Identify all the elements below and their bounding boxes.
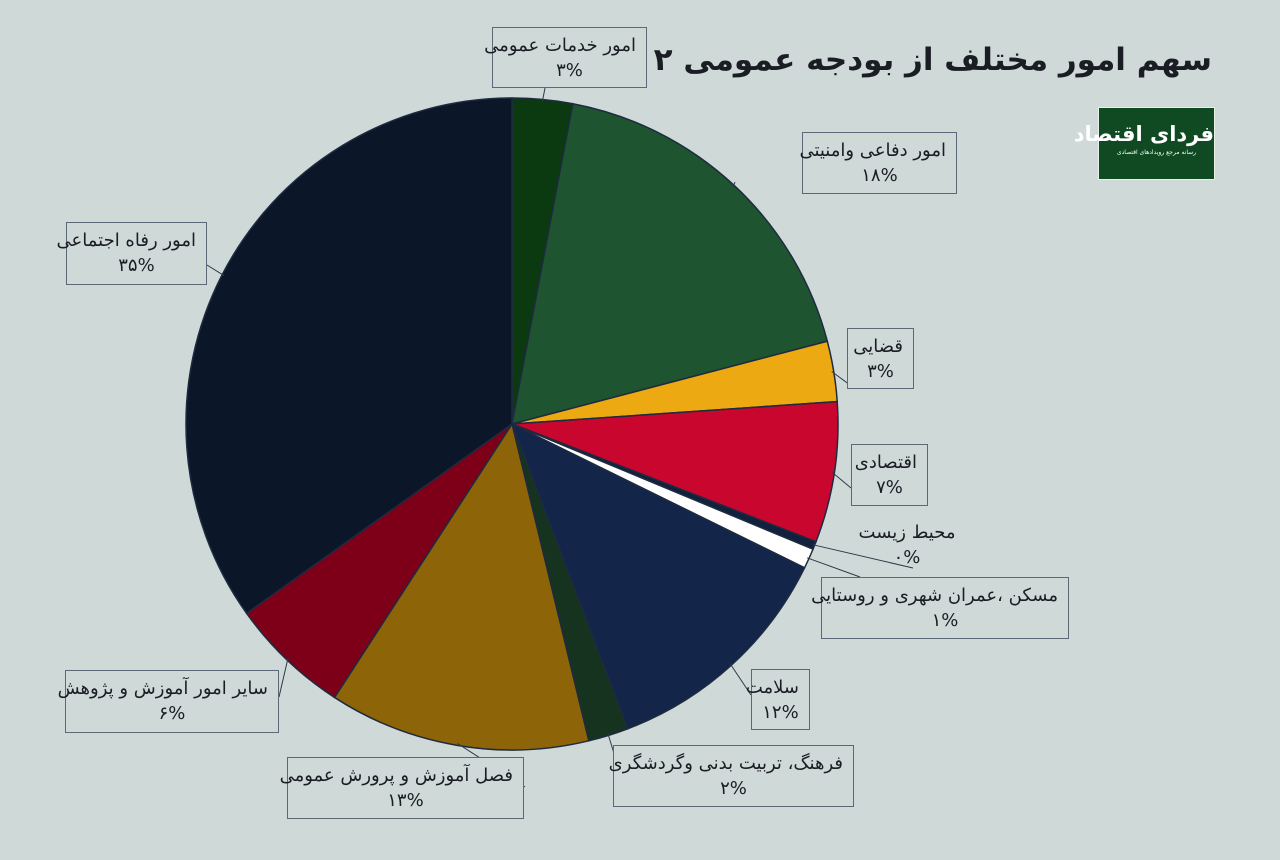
label-judicial-value: ۳%	[867, 361, 894, 382]
label-defense-name: امور دفاعی وامنیتی	[799, 140, 946, 161]
label-general-services: امور خدمات عمومی ۳%	[484, 27, 647, 88]
pie-slice-9	[245, 423, 513, 699]
label-social-welfare: امور رفاه اجتماعی ۳۵%	[56, 222, 207, 285]
label-culture-name: فرهنگ، تربیت بدنی وگردشگری	[608, 753, 843, 774]
pie-slices	[185, 97, 839, 751]
label-economic: اقتصادی ۷%	[851, 444, 928, 506]
leader-line-3	[832, 472, 852, 489]
label-defense-value: ۱۸%	[861, 165, 898, 186]
label-defense: امور دفاعی وامنیتی ۱۸%	[799, 132, 957, 194]
leader-line-9	[278, 657, 289, 698]
label-judicial-name: قضایی	[853, 336, 903, 357]
label-judicial: قضایی ۳%	[847, 328, 914, 389]
label-other-education-value: ۶%	[158, 703, 186, 724]
label-environment-value: ۰%	[893, 547, 921, 568]
pie-slice-8	[333, 422, 590, 751]
label-education: فصل آموزش و پرورش عمومی ۱۳%	[279, 757, 524, 819]
label-health-value: ۱۲%	[762, 702, 799, 723]
pie-slice-3	[511, 400, 839, 543]
leader-line-0	[541, 87, 546, 102]
leader-line-5	[806, 557, 861, 578]
pie-slice-1	[511, 102, 829, 426]
label-education-name: فصل آموزش و پرورش عمومی	[279, 765, 513, 786]
label-general-services-name: امور خدمات عمومی	[484, 35, 636, 56]
logo-name: فردای اقتصاد	[1073, 122, 1214, 146]
brand-logo: فردای اقتصاد رسانه مرجع رویدادهای اقتصاد…	[1073, 107, 1215, 180]
leader-line-2	[831, 371, 851, 386]
label-health: سلامت ۱۲%	[745, 669, 810, 730]
label-education-value: ۱۳%	[387, 790, 424, 811]
label-health-name: سلامت	[745, 677, 799, 698]
label-social-welfare-value: ۳۵%	[118, 255, 155, 276]
label-general-services-value: ۳%	[556, 60, 583, 81]
label-environment: محیط زیست ۰%	[847, 514, 967, 572]
label-economic-name: اقتصادی	[854, 452, 917, 473]
label-environment-name: محیط زیست	[858, 522, 956, 543]
chart-title: سهم امور مختلف از بودجه عمومی ۱۴۰۲	[597, 42, 1212, 78]
leader-line-6	[729, 663, 752, 696]
leader-line-4	[812, 544, 914, 569]
label-economic-value: ۷%	[876, 477, 903, 498]
label-culture-value: ۲%	[720, 778, 747, 799]
label-social-welfare-name: امور رفاه اجتماعی	[56, 230, 196, 251]
label-other-education: سایر امور آموزش و پژوهش ۶%	[57, 670, 279, 733]
logo-tagline: رسانه مرجع رویدادهای اقتصادی	[1116, 149, 1197, 156]
leader-line-1	[732, 181, 736, 188]
label-housing-value: ۱%	[931, 610, 959, 631]
label-housing-name: مسکن ،عمران شهری و روستایی	[811, 585, 1058, 606]
leader-line-10	[206, 264, 225, 277]
label-other-education-name: سایر امور آموزش و پژوهش	[57, 678, 268, 699]
label-housing: مسکن ،عمران شهری و روستایی ۱%	[811, 577, 1069, 639]
label-culture: فرهنگ، تربیت بدنی وگردشگری ۲%	[608, 745, 854, 807]
